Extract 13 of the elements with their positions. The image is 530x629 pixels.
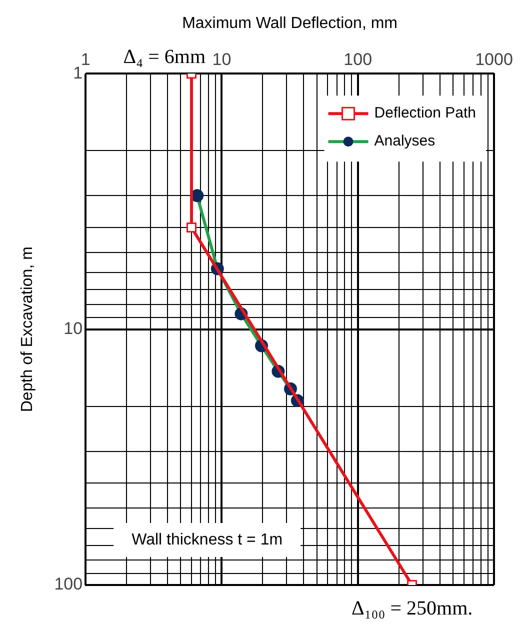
y-tick-label: 10 (64, 318, 83, 338)
legend-label: Analyses (374, 132, 436, 150)
x-tick-label: 1000 (475, 50, 513, 70)
x-tick-label: 10 (212, 50, 232, 70)
annotation: Δ₁₀₀ = 250mm. (351, 597, 473, 620)
annotation: Δ₄ = 6mm (123, 46, 206, 68)
x-axis-title: Maximum Wall Deflection, mm (182, 15, 398, 32)
legend-label: Deflection Path (374, 104, 476, 122)
y-tick-label: 100 (54, 574, 83, 594)
y-tick-label: 1 (73, 63, 83, 82)
annotation: Wall thickness t = 1m (132, 531, 283, 548)
y-axis-title: Depth of Excavation, m (19, 246, 36, 412)
x-tick-label: 100 (344, 50, 372, 70)
